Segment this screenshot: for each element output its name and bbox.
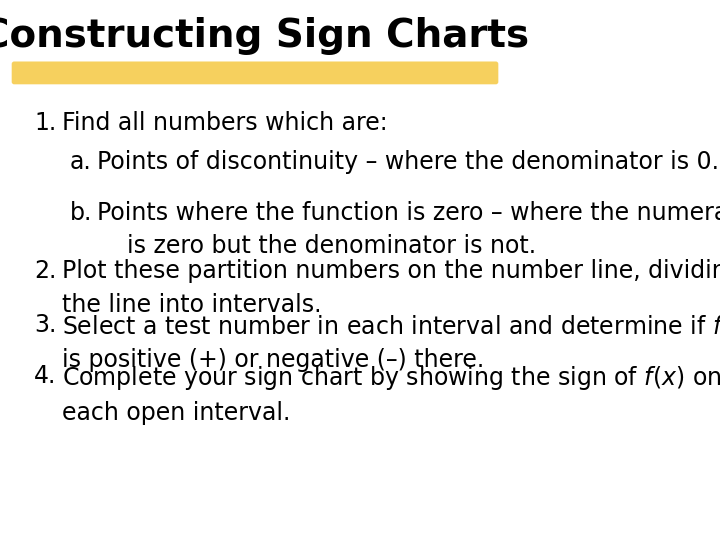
Text: Plot these partition numbers on the number line, dividing
the line into interval: Plot these partition numbers on the numb…	[62, 259, 720, 316]
Text: Select a test number in each interval and determine if $f$($x$)
is positive (+) : Select a test number in each interval an…	[62, 313, 720, 372]
Text: 14: 14	[698, 510, 719, 524]
Text: 4.: 4.	[35, 363, 57, 388]
Text: b.: b.	[69, 201, 91, 225]
Text: Points where the function is zero – where the numerator
    is zero but the deno: Points where the function is zero – wher…	[97, 201, 720, 259]
Text: Points of discontinuity – where the denominator is 0.: Points of discontinuity – where the deno…	[97, 150, 719, 174]
Text: 2.: 2.	[35, 259, 57, 283]
Text: Constructing Sign Charts: Constructing Sign Charts	[0, 17, 529, 55]
Text: Complete your sign chart by showing the sign of $f$($x$) on
each open interval.: Complete your sign chart by showing the …	[62, 363, 720, 425]
Text: 3.: 3.	[35, 313, 57, 336]
Text: ALWAYS LEARNING: ALWAYS LEARNING	[14, 510, 140, 524]
Text: Find all numbers which are:: Find all numbers which are:	[62, 111, 387, 135]
Text: 1.: 1.	[35, 111, 56, 135]
Text: PEARSON: PEARSON	[634, 507, 720, 527]
Text: a.: a.	[69, 150, 91, 174]
FancyBboxPatch shape	[12, 62, 498, 84]
Text: Copyright © 2015, 2011, and 2008 Pearson Education, Inc.: Copyright © 2015, 2011, and 2008 Pearson…	[206, 512, 514, 522]
